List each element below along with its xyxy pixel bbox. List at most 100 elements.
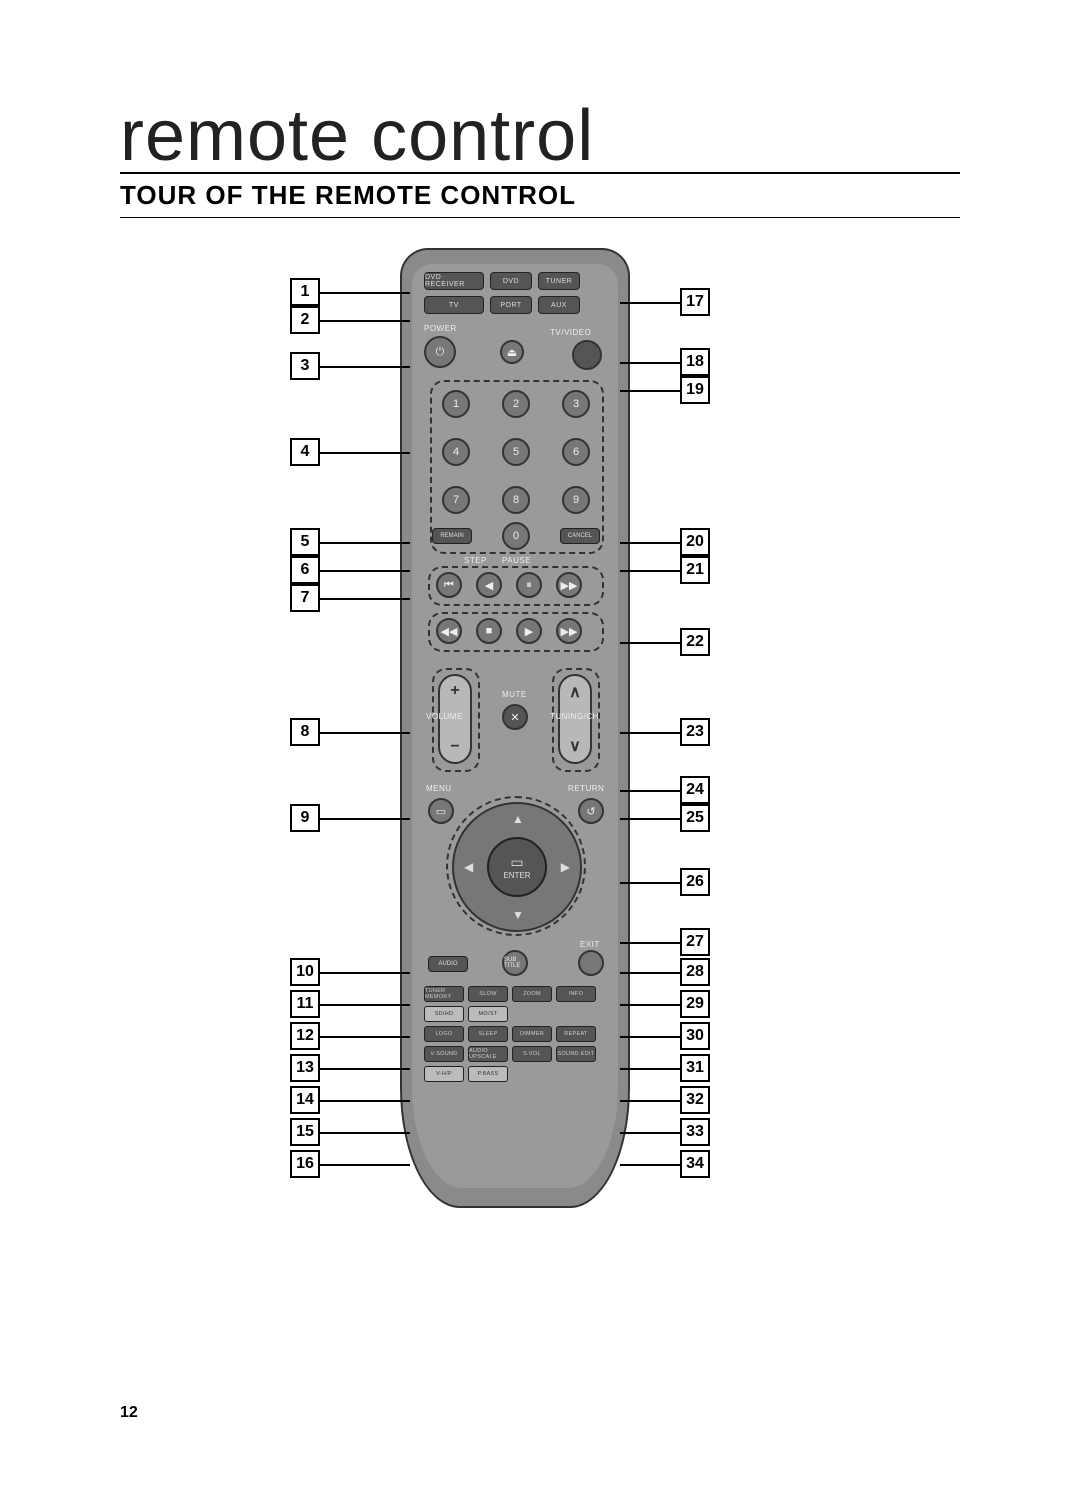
callout-7: 7 (290, 584, 320, 612)
skip-next: ▶▶ (556, 572, 582, 598)
mode-port: PORT (490, 296, 532, 314)
bottom-btn-0-3: INFO (556, 986, 596, 1002)
eject-button: ⏏ (500, 340, 524, 364)
lead-3 (320, 366, 410, 368)
mode-dvd-receiver: DVD RECEIVER (424, 272, 484, 290)
step-back: ◀ (476, 572, 502, 598)
lead-28 (620, 972, 680, 974)
bottom-btn-1-0: SD/HD (424, 1006, 464, 1022)
lead-21 (620, 570, 680, 572)
volume-plus: + (450, 682, 459, 700)
bottom-btn-3-2: S.VOL (512, 1046, 552, 1062)
lead-13 (320, 1068, 410, 1070)
callout-2: 2 (290, 306, 320, 334)
numpad-2: 2 (502, 390, 530, 418)
bottom-btn-0-2: ZOOM (512, 986, 552, 1002)
lead-12 (320, 1036, 410, 1038)
lead-19 (620, 390, 680, 392)
lead-11 (320, 1004, 410, 1006)
fast-forward: ▶▶ (556, 618, 582, 644)
callout-6: 6 (290, 556, 320, 584)
lead-27 (620, 942, 680, 944)
lead-18 (620, 362, 680, 364)
lead-20 (620, 542, 680, 544)
callout-12: 12 (290, 1022, 320, 1050)
lead-15 (320, 1132, 410, 1134)
step-label: STEP (464, 556, 487, 565)
callout-10: 10 (290, 958, 320, 986)
power-button: ⏻ (424, 336, 456, 368)
audio-button: AUDIO (428, 956, 468, 972)
tuning-label: TUNING/CH (550, 712, 599, 721)
numpad-1: 1 (442, 390, 470, 418)
lead-30 (620, 1036, 680, 1038)
lead-25 (620, 818, 680, 820)
callout-17: 17 (680, 288, 710, 316)
lead-33 (620, 1132, 680, 1134)
bottom-btn-3-1: AUDIO UPSCALE (468, 1046, 508, 1062)
remote-body: DVD RECEIVER DVD TUNER TV PORT AUX POWER… (400, 248, 630, 1208)
lead-2 (320, 320, 410, 322)
callout-27: 27 (680, 928, 710, 956)
lead-23 (620, 732, 680, 734)
transport-row-2: ◀◀ ■ ▶ ▶▶ (436, 618, 582, 644)
transport-row-1: ⏮ ◀ ⏸ ▶▶ (436, 572, 582, 598)
lead-8 (320, 732, 410, 734)
menu-button: ▭ (428, 798, 454, 824)
callout-15: 15 (290, 1118, 320, 1146)
return-button: ↺ (578, 798, 604, 824)
callout-20: 20 (680, 528, 710, 556)
lead-26 (620, 882, 680, 884)
callout-3: 3 (290, 352, 320, 380)
power-label: POWER (424, 324, 457, 333)
volume-label: VOLUME (426, 712, 463, 721)
mode-row-2: TV PORT AUX (424, 296, 580, 314)
enter-label: ENTER (503, 871, 530, 880)
dpad-left-icon: ◀ (464, 860, 473, 874)
callout-8: 8 (290, 718, 320, 746)
cancel-button: CANCEL (560, 528, 600, 544)
exit-button (578, 950, 604, 976)
bottom-btn-0-1: SLOW (468, 986, 508, 1002)
bottom-btn-1-1: MO/ST (468, 1006, 508, 1022)
lead-29 (620, 1004, 680, 1006)
callout-23: 23 (680, 718, 710, 746)
dpad-down-icon: ▼ (512, 908, 524, 922)
callout-30: 30 (680, 1022, 710, 1050)
numpad-8: 8 (502, 486, 530, 514)
lead-17 (620, 302, 680, 304)
page-subtitle: TOUR OF THE REMOTE CONTROL (120, 180, 960, 217)
numpad-5: 5 (502, 438, 530, 466)
lead-22 (620, 642, 680, 644)
lead-1 (320, 292, 410, 294)
callout-18: 18 (680, 348, 710, 376)
callout-16: 16 (290, 1150, 320, 1178)
pause-label: PAUSE (502, 556, 531, 565)
bottom-btn-2-0: LOGO (424, 1026, 464, 1042)
numpad-0: 0 (502, 522, 530, 550)
mode-tuner: TUNER (538, 272, 580, 290)
exit-label: EXIT (580, 940, 600, 949)
lead-5 (320, 542, 410, 544)
mute-label: MUTE (502, 690, 527, 699)
callout-1: 1 (290, 278, 320, 306)
tvvideo-label: TV/VIDEO (550, 328, 591, 337)
subtitle-rule: TOUR OF THE REMOTE CONTROL (120, 180, 960, 218)
callout-21: 21 (680, 556, 710, 584)
tuning-up: ∧ (569, 682, 581, 702)
dpad-up-icon: ▲ (512, 812, 524, 826)
callout-33: 33 (680, 1118, 710, 1146)
bottom-btn-0-0: TUNER MEMORY (424, 986, 464, 1002)
dpad-right-icon: ▶ (561, 860, 570, 874)
numpad-9: 9 (562, 486, 590, 514)
numpad-grid: 1 2 3 4 5 6 7 8 9 (442, 390, 606, 526)
callout-34: 34 (680, 1150, 710, 1178)
lead-10 (320, 972, 410, 974)
callout-22: 22 (680, 628, 710, 656)
play: ▶ (516, 618, 542, 644)
bottom-btn-4-1: P.BASS (468, 1066, 508, 1082)
lead-14 (320, 1100, 410, 1102)
callout-9: 9 (290, 804, 320, 832)
return-label: RETURN (568, 784, 604, 793)
subtitle-button: SUB TITLE (502, 950, 528, 976)
